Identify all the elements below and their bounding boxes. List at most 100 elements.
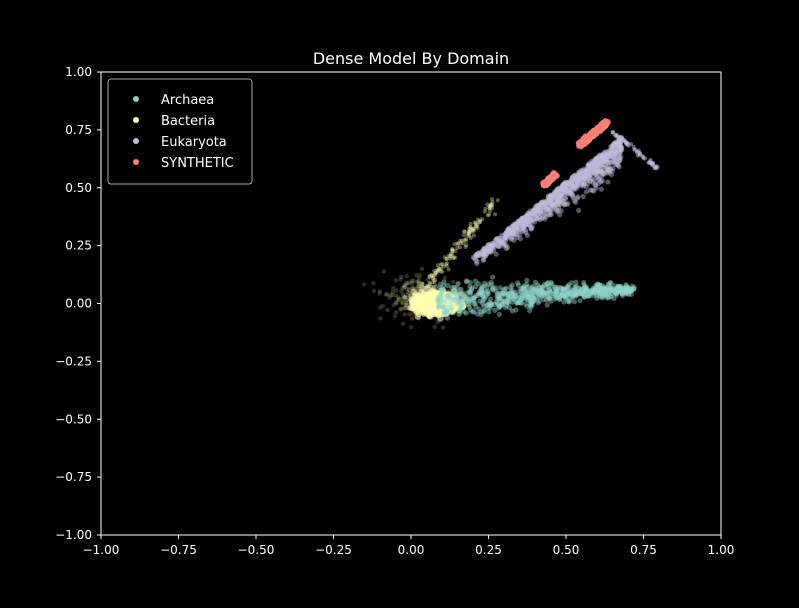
data-point-archaea <box>618 283 624 290</box>
data-point-bacteria <box>398 306 404 311</box>
data-point-eukaryota <box>560 187 566 193</box>
data-point-eukaryota <box>524 213 530 219</box>
data-point-archaea <box>472 300 478 307</box>
data-point-archaea <box>464 296 470 302</box>
data-point-eukaryota <box>597 152 603 158</box>
data-point-eukaryota <box>513 221 519 227</box>
data-point-eukaryota <box>594 173 600 179</box>
data-point-eukaryota <box>545 196 551 202</box>
data-point-archaea <box>440 286 446 292</box>
data-point-archaea <box>628 287 634 293</box>
data-point-archaea <box>600 294 607 300</box>
data-point-eukaryota <box>520 221 526 227</box>
data-point-eukaryota <box>520 223 526 230</box>
data-point-archaea <box>483 288 489 294</box>
data-point-eukaryota <box>590 179 596 185</box>
data-point-archaea <box>497 285 503 291</box>
data-point-eukaryota <box>582 169 588 176</box>
data-point-eukaryota <box>594 174 600 180</box>
data-point-archaea <box>459 296 466 303</box>
data-point-eukaryota <box>579 173 585 179</box>
data-point-eukaryota <box>571 183 577 190</box>
data-point-archaea <box>441 287 447 293</box>
data-point-bacteria <box>425 302 430 307</box>
data-point-eukaryota <box>553 188 559 194</box>
data-point-eukaryota <box>511 225 517 231</box>
data-point-eukaryota <box>566 191 572 197</box>
data-point-archaea <box>549 288 555 294</box>
data-point-eukaryota <box>510 230 516 237</box>
data-point-archaea <box>521 283 527 289</box>
data-point-archaea <box>506 294 512 300</box>
data-point-archaea <box>598 288 604 294</box>
data-point-archaea <box>604 286 611 292</box>
data-point-eukaryota <box>541 198 547 205</box>
data-point-eukaryota <box>595 153 602 160</box>
data-point-archaea <box>539 291 545 297</box>
data-point-eukaryota <box>504 244 510 250</box>
data-point-eukaryota <box>524 213 531 219</box>
data-point-eukaryota <box>612 149 618 155</box>
data-point-archaea <box>598 287 604 293</box>
data-point-archaea <box>591 289 597 295</box>
data-point-eukaryota <box>490 241 496 247</box>
data-point-eukaryota <box>505 225 512 232</box>
data-point-archaea <box>583 286 589 292</box>
data-point-eukaryota <box>483 245 490 251</box>
data-point-eukaryota <box>597 162 603 169</box>
data-point-bacteria <box>395 295 401 300</box>
data-point-archaea <box>539 284 546 290</box>
data-point-eukaryota <box>528 217 534 223</box>
data-point-archaea <box>555 294 561 301</box>
data-point-archaea <box>455 281 461 287</box>
data-point-eukaryota <box>566 180 572 186</box>
data-point-archaea <box>500 287 506 293</box>
data-point-bacteria <box>450 251 455 256</box>
data-point-bacteria <box>490 203 495 208</box>
data-point-eukaryota <box>569 175 575 182</box>
data-point-archaea <box>510 296 516 302</box>
data-point-bacteria <box>371 281 376 286</box>
data-point-eukaryota <box>473 252 479 258</box>
data-point-bacteria <box>411 286 417 291</box>
data-point-archaea <box>476 306 482 312</box>
data-point-eukaryota <box>481 246 487 252</box>
data-point-bacteria <box>473 222 478 227</box>
data-point-bacteria <box>433 297 438 303</box>
data-point-eukaryota <box>556 199 562 205</box>
data-point-eukaryota <box>516 218 522 224</box>
data-point-eukaryota <box>598 179 604 185</box>
data-point-bacteria <box>410 311 416 316</box>
data-point-archaea <box>624 285 631 292</box>
data-point-eukaryota <box>617 157 623 163</box>
data-point-archaea <box>527 295 533 301</box>
data-point-eukaryota <box>555 193 561 199</box>
data-point-archaea <box>599 295 605 301</box>
data-point-archaea <box>612 289 618 295</box>
data-point-archaea <box>502 292 508 298</box>
data-point-bacteria <box>466 230 471 235</box>
data-point-eukaryota <box>514 227 520 233</box>
data-point-bacteria <box>473 224 478 229</box>
data-point-eukaryota <box>597 153 603 160</box>
data-point-eukaryota <box>611 149 617 155</box>
data-point-eukaryota <box>570 181 577 187</box>
data-point-bacteria <box>429 284 434 289</box>
data-point-bacteria <box>455 300 460 305</box>
data-point-eukaryota <box>514 227 520 233</box>
data-point-archaea <box>518 288 524 294</box>
data-point-bacteria <box>409 286 414 291</box>
data-point-archaea <box>624 287 631 293</box>
data-point-archaea <box>616 288 623 294</box>
data-point-archaea <box>435 299 441 305</box>
data-point-eukaryota <box>510 229 516 236</box>
data-point-archaea <box>518 295 524 301</box>
data-point-bacteria <box>403 300 409 305</box>
data-point-eukaryota <box>617 145 623 152</box>
data-point-bacteria <box>377 289 383 294</box>
data-point-archaea <box>510 295 516 301</box>
data-point-eukaryota <box>549 195 555 201</box>
data-point-eukaryota <box>504 235 510 241</box>
data-point-archaea <box>512 293 518 299</box>
data-point-eukaryota <box>554 198 561 204</box>
